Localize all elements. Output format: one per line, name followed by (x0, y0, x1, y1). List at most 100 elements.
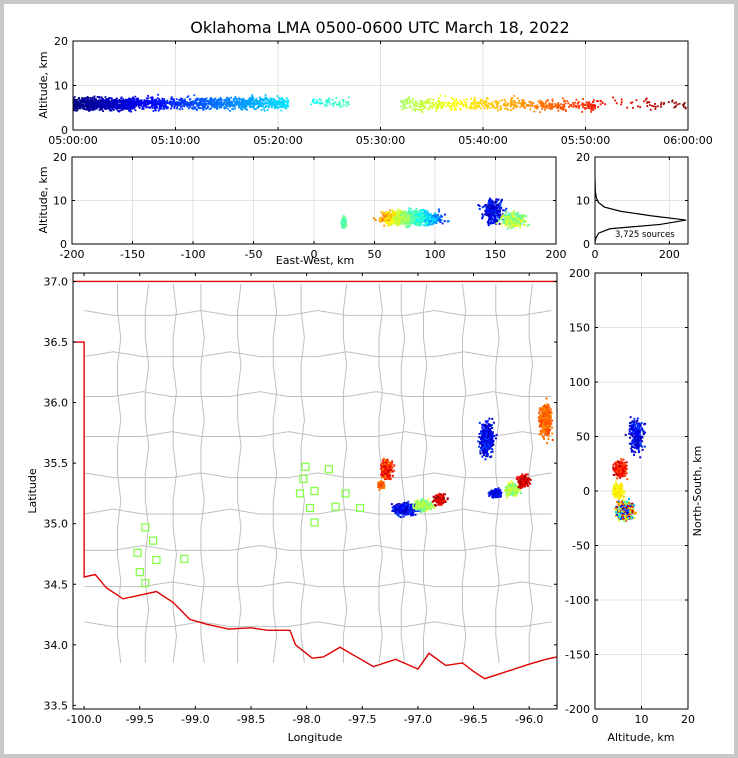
source-point (521, 100, 524, 102)
source-point (401, 216, 404, 219)
source-point (489, 209, 492, 212)
source-point (450, 104, 453, 107)
source-point (588, 101, 591, 104)
source-point (410, 220, 413, 223)
county-line (84, 391, 552, 398)
source-point (223, 106, 225, 109)
source-point (378, 219, 381, 222)
source-point (403, 219, 406, 222)
source-point (470, 105, 472, 107)
source-point (472, 107, 475, 110)
source-point (340, 222, 343, 225)
source-point (486, 107, 489, 110)
source-point (218, 99, 220, 102)
source-point (537, 100, 540, 103)
source-point (88, 99, 91, 102)
source-point (421, 209, 424, 212)
source-point (412, 503, 415, 506)
source-point (505, 218, 508, 221)
source-point (512, 103, 515, 106)
source-point (582, 103, 585, 106)
source-point (525, 220, 528, 223)
source-point (498, 100, 501, 103)
source-point (138, 106, 141, 109)
source-point (469, 106, 472, 108)
source-point (110, 109, 113, 112)
source-point (487, 209, 490, 212)
source-point (405, 102, 408, 105)
source-point (544, 108, 546, 111)
source-point (418, 215, 421, 218)
source-point (181, 105, 184, 108)
source-point (186, 105, 189, 108)
source-point (425, 505, 428, 508)
source-point (235, 101, 238, 103)
source-point (382, 213, 385, 216)
source-point (275, 106, 278, 109)
source-point (430, 501, 433, 504)
source-point (432, 101, 435, 104)
source-point (176, 101, 179, 104)
source-point (210, 101, 213, 104)
source-point (488, 221, 491, 224)
source-point (396, 223, 399, 226)
source-point (111, 101, 114, 104)
source-point (187, 104, 190, 107)
source-point (239, 107, 242, 110)
source-point (493, 207, 496, 210)
source-point (199, 103, 201, 106)
source-point (232, 98, 235, 101)
source-point (509, 224, 512, 227)
source-point (276, 101, 279, 103)
source-point (407, 500, 410, 503)
source-point (426, 99, 429, 101)
source-point (395, 508, 398, 511)
source-point (391, 217, 394, 220)
source-point (234, 95, 237, 98)
source-point (497, 209, 500, 212)
source-point (122, 98, 125, 100)
source-point (386, 211, 389, 214)
source-point (286, 102, 289, 105)
source-point (125, 101, 128, 103)
source-point (555, 105, 558, 107)
source-point (218, 103, 221, 106)
source-point (585, 101, 588, 104)
source-point (183, 98, 186, 101)
source-point (142, 102, 145, 105)
source-point (582, 98, 584, 100)
source-point (127, 101, 130, 104)
source-point (154, 107, 156, 110)
x-tick-label: 200 (546, 248, 567, 261)
source-point (96, 101, 98, 103)
source-point (415, 214, 418, 217)
source-point (80, 103, 82, 106)
source-point (494, 208, 497, 211)
source-point (163, 108, 165, 110)
source-point (115, 99, 118, 102)
source-point (153, 101, 156, 104)
source-point (226, 105, 228, 108)
source-point (94, 101, 96, 104)
source-point (488, 102, 491, 105)
source-point (487, 201, 490, 204)
source-point (111, 102, 114, 105)
source-point (381, 217, 384, 220)
source-point (135, 100, 138, 103)
source-point (588, 107, 591, 110)
source-point (128, 109, 131, 112)
source-point (419, 509, 422, 512)
source-point (414, 510, 417, 513)
source-point (203, 102, 206, 105)
source-point (489, 215, 492, 218)
source-point (541, 102, 543, 105)
source-point (115, 108, 118, 111)
source-point (408, 217, 411, 220)
source-point (485, 214, 488, 217)
source-point (423, 212, 426, 215)
source-point (427, 212, 430, 215)
source-point (397, 208, 400, 211)
source-point (515, 106, 518, 109)
source-point (176, 107, 179, 110)
source-point (127, 103, 130, 106)
